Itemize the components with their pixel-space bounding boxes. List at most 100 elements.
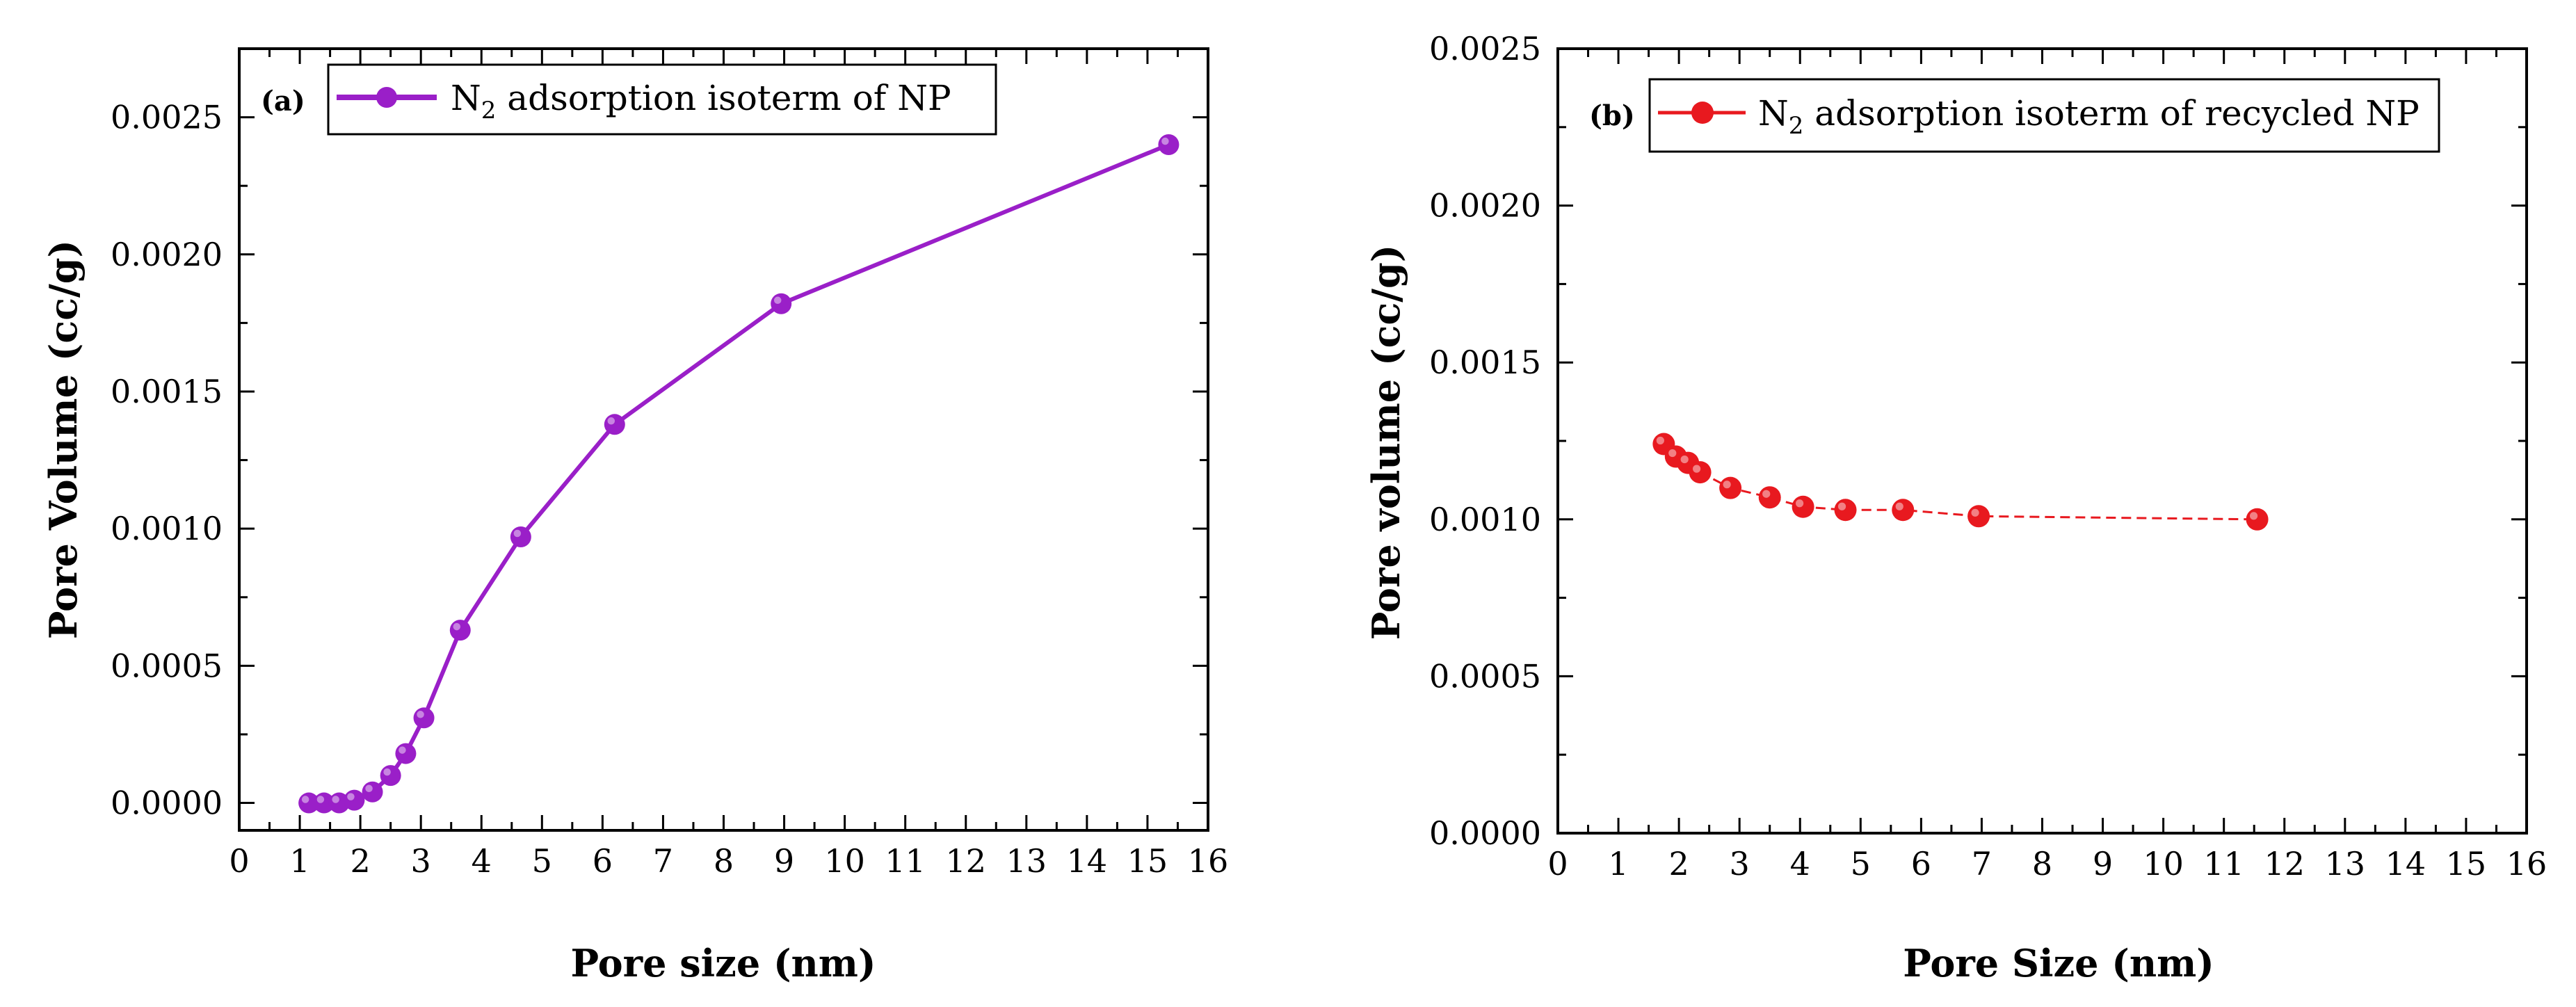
data-point-highlight [1895,502,1903,510]
plot-frame-a [238,47,1209,832]
x-tick-label: 16 [2506,845,2547,883]
data-point [313,792,335,814]
x-tick-label: 9 [774,842,794,880]
data-point-highlight [417,711,424,718]
data-point [362,781,383,803]
data-point-highlight [1723,481,1731,489]
y-tick-label: 0.0020 [111,236,223,273]
data-point-highlight [347,793,355,800]
x-tick-label: 0 [229,842,249,880]
x-tick-label: 1 [1608,845,1628,883]
data-point-highlight [1656,436,1664,445]
x-tick-label: 12 [945,842,986,880]
data-point-highlight [607,417,615,425]
legend-label-b: N2 adsorption isoterm of recycled NP [1758,93,2420,140]
data-point [1834,499,1857,522]
series-line [1663,443,2257,521]
data-point-highlight [365,784,373,793]
data-point-highlight [1692,465,1701,473]
data-point [298,792,320,814]
y-tick-label: 0.0000 [111,784,223,822]
data-point-highlight [1762,490,1771,498]
x-tick-label: 0 [1547,845,1568,883]
x-tick-label: 9 [2093,845,2113,883]
data-point-highlight [399,746,406,754]
series-b [1652,433,2269,531]
panel-label-a: (a) [261,85,305,118]
data-point-highlight [1668,449,1677,458]
x-ticks-a: 0 1 2 3 4 5 6 7 8 9 10 11 12 13 14 15 16 [229,49,1228,880]
y-ticks-a: 0.0000 0.0005 0.0010 0.0015 0.0020 0.0025 [111,99,1208,822]
data-point-highlight [301,796,309,803]
x-tick-label: 5 [1851,845,1871,883]
x-tick-label: 13 [1006,842,1047,880]
x-axis-title-b: Pore Size (nm) [1903,941,2214,985]
x-tick-label: 4 [472,842,492,880]
data-point-highlight [513,529,522,538]
x-tick-label: 15 [1127,842,1168,880]
data-point-highlight [453,622,461,631]
x-tick-label: 3 [1730,845,1750,883]
x-tick-label: 2 [350,842,370,880]
x-tick-label: 4 [1790,845,1810,883]
x-ticks-b: 0 1 2 3 4 5 6 7 8 9 10 11 12 13 14 15 16 [1547,49,2547,883]
x-tick-label: 12 [2264,845,2305,883]
legend-label-a: N2 adsorption isoterm of NP [451,78,951,124]
data-point [380,765,401,787]
legend-b: (b) N2 adsorption isoterm of recycled NP [1589,78,2440,153]
series-line [309,143,1170,805]
y-tick-label: 0.0005 [111,647,223,684]
x-tick-label: 15 [2446,845,2487,883]
x-tick-label: 16 [1188,842,1229,880]
x-tick-label: 1 [289,842,309,880]
x-tick-label: 7 [653,842,673,880]
data-point [449,620,471,641]
data-point [1758,486,1781,509]
x-tick-label: 14 [1067,842,1108,880]
data-point [604,414,625,435]
data-point-highlight [332,796,339,803]
x-tick-label: 11 [2203,845,2244,883]
x-tick-label: 14 [2385,845,2426,883]
y-tick-label: 0.0000 [1429,814,1541,852]
data-point [1892,499,1915,522]
data-point-highlight [383,768,391,776]
y-tick-label: 0.0010 [1429,501,1541,538]
x-tick-label: 3 [411,842,431,880]
y-tick-label: 0.0020 [1429,187,1541,225]
y-ticks-b: 0.0000 0.0005 0.0010 0.0015 0.0020 0.0025 [1429,30,2527,852]
y-tick-label: 0.0025 [111,99,223,136]
x-axis-title-a: Pore size (nm) [570,941,876,985]
y-tick-label: 0.0025 [1429,30,1541,67]
legend-a: (a) N2 adsorption isoterm of NP [261,63,997,136]
x-tick-label: 2 [1668,845,1689,883]
data-point [395,743,417,764]
data-point [2246,508,2269,531]
x-tick-label: 7 [1972,845,1992,883]
data-point [1158,134,1180,156]
data-point-highlight [2249,512,2258,520]
y-tick-label: 0.0010 [111,510,223,547]
x-tick-label: 5 [532,842,552,880]
x-tick-label: 8 [714,842,734,880]
legend-box-b [1648,78,2440,153]
y-axis-title-b: Pore volume (cc/g) [1364,245,1408,641]
data-point-highlight [1680,455,1689,464]
data-point [1689,461,1712,484]
data-point-highlight [773,296,782,305]
data-point [344,789,365,811]
data-point-highlight [1161,137,1169,145]
data-point [1967,505,1990,528]
data-point [510,526,531,548]
x-tick-label: 8 [2032,845,2052,883]
legend-marker-a [376,87,397,108]
data-point-highlight [316,796,325,803]
y-tick-label: 0.0005 [1429,657,1541,695]
plot-frame-b [1556,47,2528,835]
data-point [771,293,792,314]
data-point-highlight [1971,508,1979,517]
data-point-highlight [1796,499,1804,508]
legend-box-a [327,63,997,136]
